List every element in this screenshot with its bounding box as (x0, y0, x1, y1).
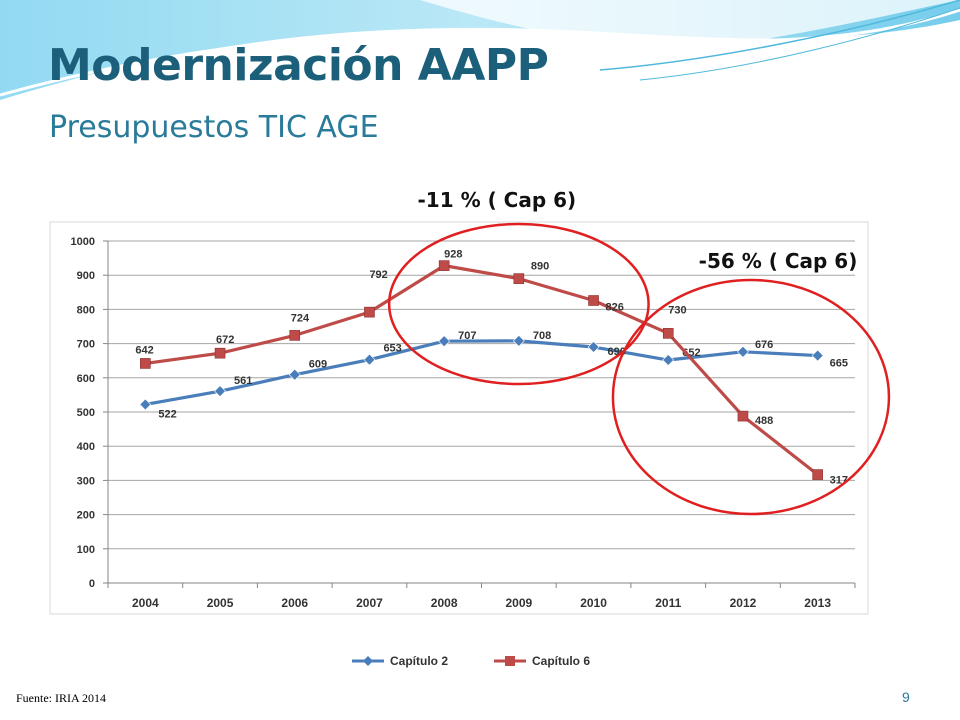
x-tick-label: 2010 (580, 596, 607, 610)
y-tick-label: 300 (77, 475, 95, 487)
data-label: 676 (755, 339, 773, 351)
data-label: 653 (383, 343, 401, 355)
data-label: 672 (216, 334, 234, 346)
page-number: 9 (902, 689, 910, 705)
data-point (662, 354, 675, 366)
slide-title: Modernización AAPP (48, 40, 549, 91)
data-label: 609 (309, 359, 327, 371)
y-tick-label: 0 (89, 578, 95, 590)
highlight-ellipse (387, 222, 650, 386)
y-tick-label: 1000 (71, 236, 95, 248)
legend-marker (363, 656, 373, 666)
series-line (145, 339, 818, 407)
x-tick-label: 2004 (132, 596, 159, 610)
data-point (812, 469, 823, 480)
data-point (588, 295, 599, 306)
x-tick-label: 2013 (804, 596, 831, 610)
y-tick-label: 400 (77, 441, 95, 453)
highlight-ellipse (611, 278, 891, 516)
y-tick-label: 900 (77, 270, 95, 282)
data-label: 792 (369, 269, 387, 281)
data-point (288, 368, 301, 381)
x-tick-label: 2006 (281, 596, 308, 610)
data-point (438, 260, 450, 271)
data-point (140, 358, 151, 369)
data-point (737, 410, 749, 422)
y-tick-label: 200 (77, 510, 95, 522)
x-tick-label: 2007 (356, 596, 383, 610)
annotation-label: -11 % ( Cap 6) (417, 188, 576, 212)
data-label: 707 (458, 330, 476, 342)
series-line (145, 264, 819, 476)
data-point (214, 347, 226, 359)
data-label: 708 (533, 330, 551, 342)
data-point (513, 273, 525, 284)
data-label: 642 (135, 344, 153, 356)
data-point (587, 341, 600, 353)
data-label: 826 (606, 302, 624, 314)
slide-subtitle: Presupuestos TIC AGE (49, 110, 379, 145)
header-wave-decoration (0, 0, 960, 100)
legend-label: Capítulo 2 (390, 654, 448, 668)
x-tick-label: 2005 (207, 596, 234, 610)
data-point (811, 349, 824, 362)
data-label: 665 (830, 358, 848, 370)
legend-label: Capítulo 6 (532, 654, 590, 668)
data-point (512, 334, 525, 347)
data-point (364, 306, 375, 318)
x-tick-label: 2008 (431, 596, 458, 610)
data-label: 724 (291, 312, 310, 324)
y-tick-label: 100 (77, 544, 95, 556)
y-tick-label: 500 (77, 407, 95, 419)
legend-marker (505, 656, 515, 666)
data-point (438, 335, 451, 348)
annotation-label: -56 % ( Cap 6) (699, 249, 858, 273)
data-label: 561 (234, 375, 252, 387)
data-point (139, 398, 152, 411)
data-label: 928 (444, 249, 462, 261)
data-point (737, 345, 749, 358)
y-tick-label: 800 (77, 304, 95, 316)
data-point (662, 328, 674, 339)
x-tick-label: 2012 (730, 596, 757, 610)
data-label: 317 (830, 475, 848, 487)
data-label: 488 (755, 415, 773, 427)
data-label: 522 (158, 408, 176, 420)
data-point (289, 330, 301, 341)
data-point (363, 353, 376, 366)
data-label: 890 (531, 261, 549, 273)
y-tick-label: 700 (77, 339, 95, 351)
data-label: 730 (668, 304, 686, 316)
x-tick-label: 2009 (505, 596, 532, 610)
data-point (214, 385, 226, 398)
x-tick-label: 2011 (655, 596, 681, 610)
source-footnote: Fuente: IRIA 2014 (16, 691, 106, 705)
y-tick-label: 600 (77, 373, 95, 385)
